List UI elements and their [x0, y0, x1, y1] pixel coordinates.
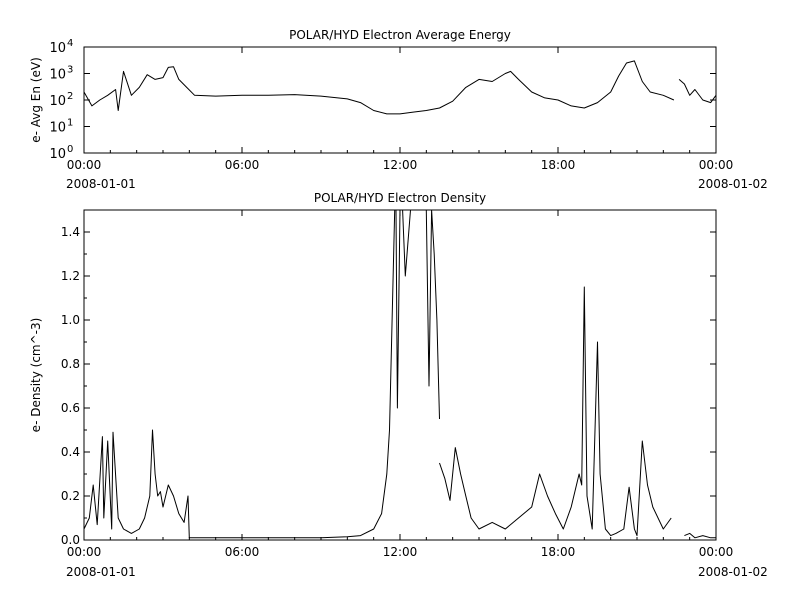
x-tick-label: 00:00 [67, 158, 102, 172]
y-tick-label: 0.2 [61, 489, 80, 503]
energy-title: POLAR/HYD Electron Average Energy [289, 28, 511, 42]
y-tick-label: 10 [49, 147, 66, 162]
density-start-date: 2008-01-01 [66, 565, 136, 579]
density-series [83, 209, 716, 539]
y-tick-label: 10 [49, 94, 66, 109]
series-line-0 [83, 209, 440, 539]
y-tick-label: 0.0 [61, 533, 80, 547]
y-tick-label: 0.4 [61, 445, 80, 459]
energy-x-axis: 00:00 06:00 12:00 18:00 00:00 [67, 47, 734, 172]
x-tick-label: 06:00 [225, 545, 260, 559]
y-tick-label: 10 [49, 41, 66, 56]
energy-end-date: 2008-01-02 [698, 177, 768, 191]
x-tick-label: 12:00 [383, 545, 418, 559]
density-y-axis: 0.0 0.2 0.4 0.6 0.8 1.0 1.2 1.4 [61, 209, 716, 547]
density-panel: POLAR/HYD Electron Density 0.00.20.40.60… [29, 191, 768, 579]
density-title: POLAR/HYD Electron Density [314, 191, 486, 205]
series-line-1 [439, 286, 672, 537]
x-tick-label: 18:00 [541, 158, 576, 172]
y-tick-label: 1.2 [61, 269, 80, 283]
density-plot-area [83, 209, 717, 541]
y-tick-label: 1.0 [61, 313, 80, 327]
x-tick-label: 18:00 [541, 545, 576, 559]
x-tick-label: 00:00 [67, 545, 102, 559]
x-tick-label: 00:00 [699, 158, 734, 172]
x-tick-label: 00:00 [699, 545, 734, 559]
density-x-axis: 00:00 06:00 12:00 18:00 00:00 [67, 210, 734, 559]
energy-start-date: 2008-01-01 [66, 177, 136, 191]
y-tick-exponent: 1 [67, 118, 73, 129]
y-tick-label: 0.8 [61, 357, 80, 371]
y-tick-label: 0.6 [61, 401, 80, 415]
energy-plot-area [83, 46, 717, 154]
series-line-2 [684, 532, 716, 539]
y-tick-exponent: 0 [67, 144, 73, 155]
series-line-0 [83, 60, 675, 115]
density-y-label: e- Density (cm^-3) [29, 318, 43, 433]
y-tick-label: 1.4 [61, 225, 80, 239]
x-tick-label: 12:00 [383, 158, 418, 172]
y-tick-exponent: 3 [67, 65, 73, 76]
y-tick-label: 10 [49, 68, 66, 83]
density-end-date: 2008-01-02 [698, 565, 768, 579]
y-tick-exponent: 4 [67, 38, 73, 49]
x-tick-label: 06:00 [225, 158, 260, 172]
energy-series [83, 60, 717, 115]
y-tick-exponent: 2 [67, 91, 73, 102]
y-tick-label: 10 [49, 121, 66, 136]
energy-y-label: e- Avg En (eV) [29, 57, 43, 143]
series-line-1 [678, 79, 717, 104]
